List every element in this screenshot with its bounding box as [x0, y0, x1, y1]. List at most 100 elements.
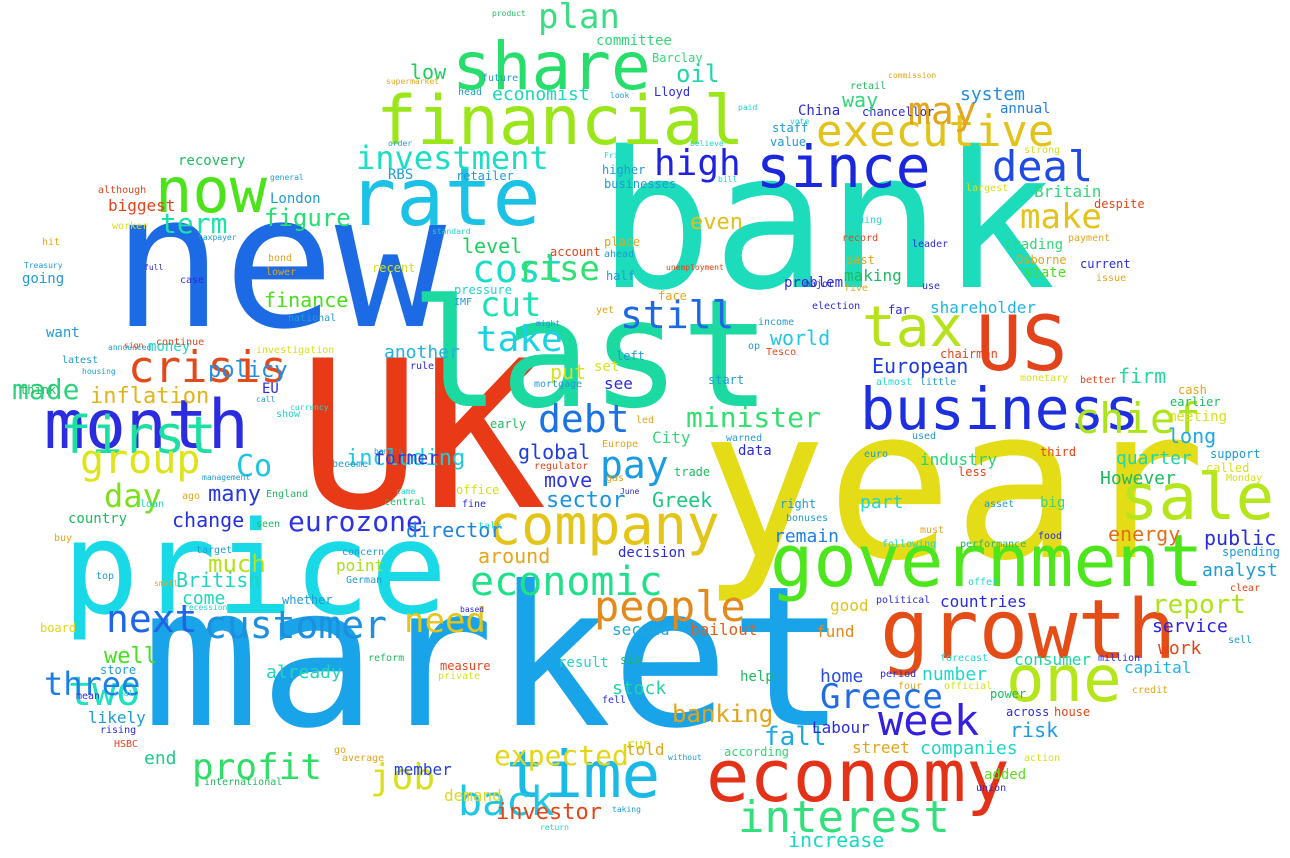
- word-companies: companies: [920, 738, 1018, 759]
- word-two: two: [68, 669, 141, 715]
- word-need: need: [404, 601, 486, 641]
- word-face: face: [658, 289, 687, 303]
- word-retail: retail: [850, 81, 887, 92]
- word-rise: rise: [518, 249, 600, 289]
- word-vote: vote: [790, 117, 810, 126]
- word-energy: energy: [1108, 522, 1181, 546]
- word-show: show: [276, 409, 301, 420]
- word-op: op: [748, 341, 761, 352]
- word-told: told: [626, 740, 665, 759]
- word-set: set: [594, 359, 620, 375]
- word-including: including: [346, 446, 466, 471]
- word-future: future: [482, 73, 519, 84]
- word-european: European: [872, 354, 969, 378]
- word-tax: tax: [862, 295, 964, 360]
- word-election: election: [812, 301, 861, 312]
- word-three: three: [44, 665, 141, 703]
- word-city: City: [652, 428, 691, 447]
- word-capital: capital: [1124, 658, 1192, 677]
- word-german: German: [346, 575, 383, 586]
- word-top: top: [96, 571, 115, 582]
- word-talk: talk: [478, 521, 503, 532]
- word-past: past: [846, 253, 875, 267]
- word-back: back: [458, 779, 555, 825]
- word-trading: trading: [1004, 237, 1064, 253]
- word-term: term: [160, 207, 228, 240]
- word-one: one: [1006, 643, 1122, 717]
- word-group: group: [80, 437, 201, 483]
- word-warned: warned: [726, 433, 763, 444]
- word-first: first: [60, 406, 217, 466]
- word-gas: gas: [606, 473, 625, 484]
- word-decision: decision: [618, 545, 686, 561]
- word-bailout: bailout: [690, 620, 758, 639]
- word-making: five: [844, 283, 869, 294]
- word-thing: thing: [852, 215, 883, 226]
- word-former: former: [374, 448, 440, 469]
- word-loan: loan: [140, 499, 165, 510]
- word-shareholder: shareholder: [930, 298, 1036, 317]
- word-added: added: [984, 767, 1027, 783]
- word-recession: recession: [184, 603, 228, 612]
- word-run: run: [626, 737, 652, 753]
- word-spending: spending: [1222, 545, 1280, 559]
- word-stock: stock: [612, 678, 667, 699]
- word-us: US: [976, 299, 1068, 388]
- word-help: help: [740, 669, 774, 685]
- word-retailer: retailer: [456, 169, 514, 183]
- word-announced: announced: [108, 343, 152, 352]
- word-national: national: [288, 313, 337, 324]
- word-long: long: [1168, 424, 1217, 448]
- word-call: call: [256, 395, 276, 404]
- word-bill: bill: [718, 175, 738, 184]
- word-housing: housing: [82, 367, 116, 376]
- word-rate: rate: [348, 151, 541, 244]
- word-investor: investor: [496, 800, 602, 825]
- word-monday: Monday: [1226, 473, 1263, 484]
- word-payment: payment: [1068, 233, 1111, 244]
- word-labour: Labour: [812, 718, 870, 737]
- word-might: might: [536, 319, 561, 328]
- word-less: less: [958, 465, 987, 479]
- word-pay: pay: [600, 443, 669, 487]
- word-union: union: [976, 783, 1007, 794]
- word-going: going: [22, 271, 65, 287]
- word-still: still: [620, 293, 735, 337]
- word-current: current: [1080, 257, 1131, 271]
- word-bank: bank: [598, 111, 1056, 332]
- word-take: take: [476, 319, 563, 360]
- word-income: income: [758, 317, 795, 328]
- word-believe: believe: [690, 139, 724, 148]
- word-part: part: [860, 492, 904, 513]
- word-cost: cost: [472, 247, 564, 291]
- word-leader: leader: [912, 239, 949, 250]
- word-number: number: [922, 664, 988, 685]
- word-consumer: consumer: [1014, 650, 1092, 669]
- word-inflation: inflation: [90, 384, 210, 409]
- word-market: market: [142, 544, 847, 771]
- word-small: small: [154, 579, 179, 588]
- word-price: price: [62, 495, 448, 644]
- word-service: service: [1152, 616, 1228, 637]
- word-early: early: [490, 417, 527, 431]
- word-want: want: [46, 325, 80, 341]
- word-policy: policy: [208, 358, 288, 383]
- word-may: may: [908, 89, 977, 133]
- word-unemployment: unemployment: [666, 263, 724, 272]
- word-recent: recent: [372, 261, 416, 275]
- word-minister: minister: [686, 401, 821, 434]
- word-recovery: recovery: [178, 153, 246, 169]
- word-put: put: [550, 360, 587, 384]
- word-largest: largest: [966, 183, 1009, 194]
- word-countries: countries: [940, 592, 1027, 611]
- word-europe: Europe: [602, 439, 639, 450]
- word-many: many: [208, 482, 261, 507]
- word-tesco: Tesco: [766, 347, 797, 358]
- word-now: now: [155, 154, 267, 227]
- word-job: job: [370, 757, 436, 798]
- word-left: left: [616, 349, 645, 363]
- word-store: store: [100, 663, 137, 677]
- word-led: led: [636, 415, 655, 426]
- word-continue: continue: [156, 337, 205, 348]
- word-rising: rising: [100, 725, 137, 736]
